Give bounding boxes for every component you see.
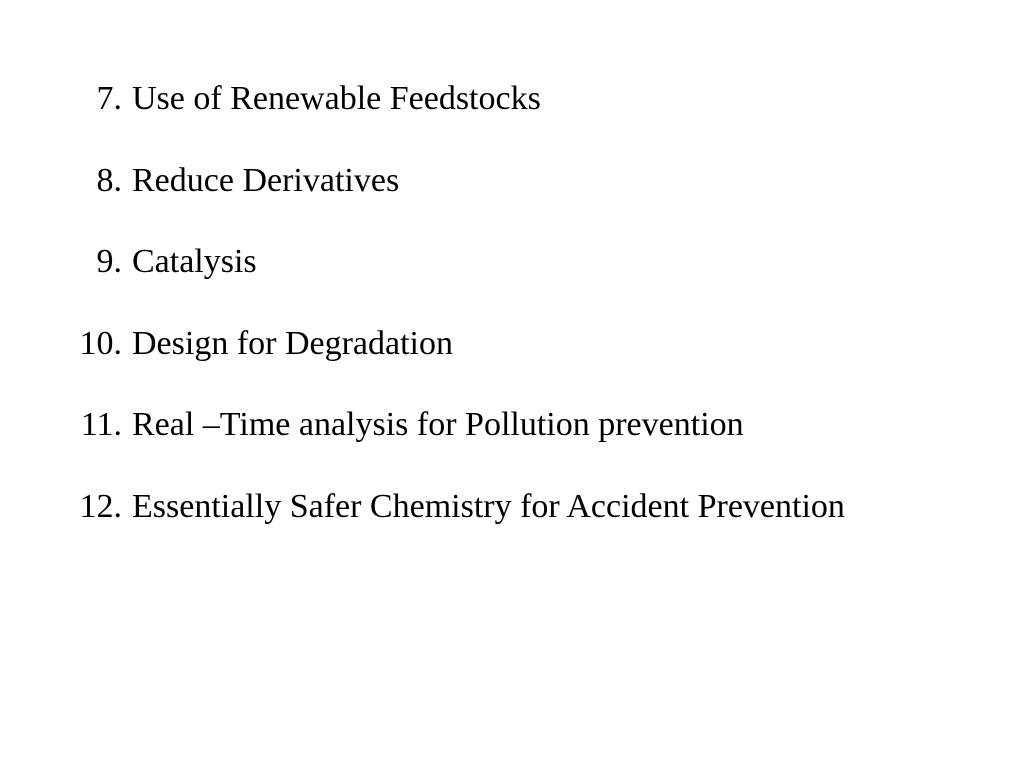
list-number: 12. bbox=[70, 486, 132, 529]
list-item: 12. Essentially Safer Chemistry for Acci… bbox=[70, 486, 964, 529]
list-text: Reduce Derivatives bbox=[132, 160, 964, 203]
list-item: 10. Design for Degradation bbox=[70, 323, 964, 366]
list-text: Design for Degradation bbox=[132, 323, 964, 366]
slide-body: 7. Use of Renewable Feedstocks 8. Reduce… bbox=[0, 0, 1024, 528]
list-number: 8. bbox=[70, 160, 132, 203]
list-text: Catalysis bbox=[132, 241, 964, 284]
list-number: 7. bbox=[70, 78, 132, 121]
list-item: 9. Catalysis bbox=[70, 241, 964, 284]
list-item: 7. Use of Renewable Feedstocks bbox=[70, 78, 964, 121]
list-item: 8. Reduce Derivatives bbox=[70, 160, 964, 203]
list-text: Use of Renewable Feedstocks bbox=[132, 78, 964, 121]
list-number: 10. bbox=[70, 323, 132, 366]
list-text: Real –Time analysis for Pollution preven… bbox=[132, 404, 964, 447]
list-item: 11. Real –Time analysis for Pollution pr… bbox=[70, 404, 964, 447]
list-number: 9. bbox=[70, 241, 132, 284]
list-number: 11. bbox=[70, 404, 132, 447]
list-text: Essentially Safer Chemistry for Accident… bbox=[132, 486, 964, 529]
